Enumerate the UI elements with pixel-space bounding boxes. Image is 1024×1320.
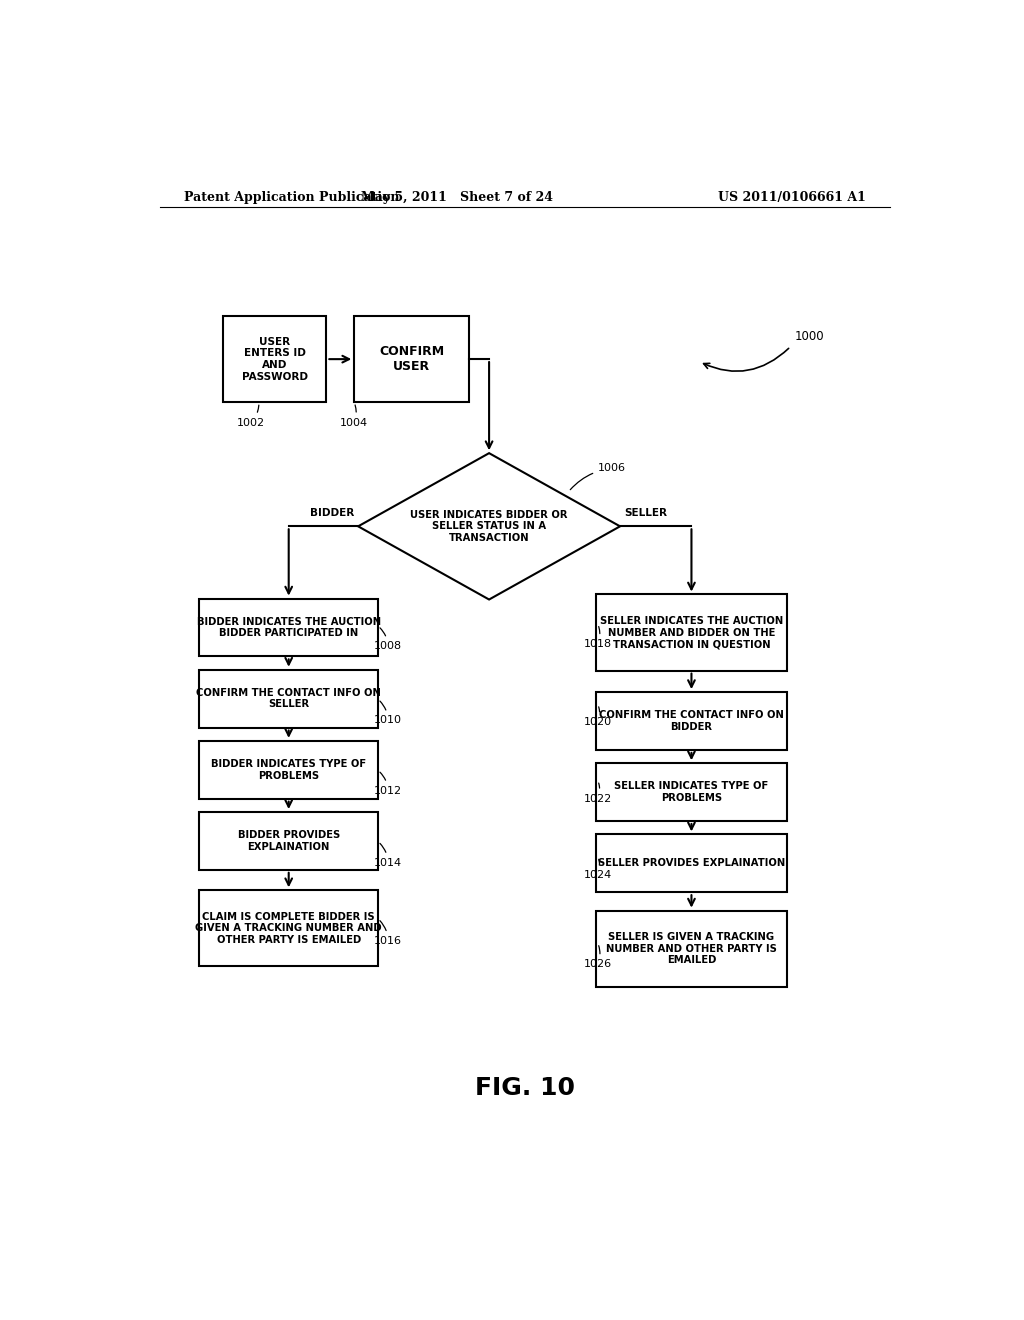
Text: SELLER IS GIVEN A TRACKING
NUMBER AND OTHER PARTY IS
EMAILED: SELLER IS GIVEN A TRACKING NUMBER AND OT… bbox=[606, 932, 777, 965]
Text: 1008: 1008 bbox=[374, 628, 402, 651]
Text: 1000: 1000 bbox=[795, 330, 824, 343]
Text: May 5, 2011   Sheet 7 of 24: May 5, 2011 Sheet 7 of 24 bbox=[361, 190, 553, 203]
Text: 1024: 1024 bbox=[584, 859, 612, 880]
Text: 1014: 1014 bbox=[374, 843, 402, 867]
Text: BIDDER PROVIDES
EXPLAINATION: BIDDER PROVIDES EXPLAINATION bbox=[238, 830, 340, 851]
Text: BIDDER INDICATES THE AUCTION
BIDDER PARTICIPATED IN: BIDDER INDICATES THE AUCTION BIDDER PART… bbox=[197, 616, 381, 639]
Text: BIDDER: BIDDER bbox=[310, 508, 354, 519]
Text: 1002: 1002 bbox=[237, 405, 265, 428]
Text: CONFIRM THE CONTACT INFO ON
BIDDER: CONFIRM THE CONTACT INFO ON BIDDER bbox=[599, 710, 784, 731]
Text: 1018: 1018 bbox=[584, 627, 612, 649]
Text: SELLER: SELLER bbox=[624, 508, 667, 519]
Text: 1004: 1004 bbox=[340, 405, 369, 428]
Text: USER
ENTERS ID
AND
PASSWORD: USER ENTERS ID AND PASSWORD bbox=[242, 337, 308, 381]
FancyBboxPatch shape bbox=[200, 598, 378, 656]
Text: SELLER PROVIDES EXPLAINATION: SELLER PROVIDES EXPLAINATION bbox=[598, 858, 785, 869]
FancyBboxPatch shape bbox=[596, 594, 786, 671]
Text: 1022: 1022 bbox=[584, 783, 612, 804]
Text: CONFIRM THE CONTACT INFO ON
SELLER: CONFIRM THE CONTACT INFO ON SELLER bbox=[197, 688, 381, 709]
FancyBboxPatch shape bbox=[596, 911, 786, 987]
FancyBboxPatch shape bbox=[200, 741, 378, 799]
FancyBboxPatch shape bbox=[596, 834, 786, 892]
Text: USER INDICATES BIDDER OR
SELLER STATUS IN A
TRANSACTION: USER INDICATES BIDDER OR SELLER STATUS I… bbox=[411, 510, 568, 543]
Text: 1016: 1016 bbox=[375, 920, 402, 946]
FancyBboxPatch shape bbox=[354, 315, 469, 403]
Text: Patent Application Publication: Patent Application Publication bbox=[183, 190, 399, 203]
FancyBboxPatch shape bbox=[200, 669, 378, 727]
Text: SELLER INDICATES THE AUCTION
NUMBER AND BIDDER ON THE
TRANSACTION IN QUESTION: SELLER INDICATES THE AUCTION NUMBER AND … bbox=[600, 616, 783, 649]
Text: 1006: 1006 bbox=[570, 463, 626, 490]
FancyBboxPatch shape bbox=[596, 692, 786, 750]
Text: BIDDER INDICATES TYPE OF
PROBLEMS: BIDDER INDICATES TYPE OF PROBLEMS bbox=[211, 759, 367, 780]
Text: FIG. 10: FIG. 10 bbox=[475, 1076, 574, 1101]
Text: 1020: 1020 bbox=[584, 706, 612, 727]
Text: US 2011/0106661 A1: US 2011/0106661 A1 bbox=[718, 190, 866, 203]
FancyBboxPatch shape bbox=[200, 890, 378, 966]
FancyBboxPatch shape bbox=[223, 315, 327, 403]
Text: CLAIM IS COMPLETE BIDDER IS
GIVEN A TRACKING NUMBER AND
OTHER PARTY IS EMAILED: CLAIM IS COMPLETE BIDDER IS GIVEN A TRAC… bbox=[196, 912, 382, 945]
FancyBboxPatch shape bbox=[200, 812, 378, 870]
Text: 1010: 1010 bbox=[375, 701, 402, 726]
FancyBboxPatch shape bbox=[596, 763, 786, 821]
Text: 1012: 1012 bbox=[374, 772, 402, 796]
Text: 1026: 1026 bbox=[584, 945, 612, 969]
Text: CONFIRM
USER: CONFIRM USER bbox=[379, 345, 444, 374]
Text: SELLER INDICATES TYPE OF
PROBLEMS: SELLER INDICATES TYPE OF PROBLEMS bbox=[614, 781, 769, 803]
